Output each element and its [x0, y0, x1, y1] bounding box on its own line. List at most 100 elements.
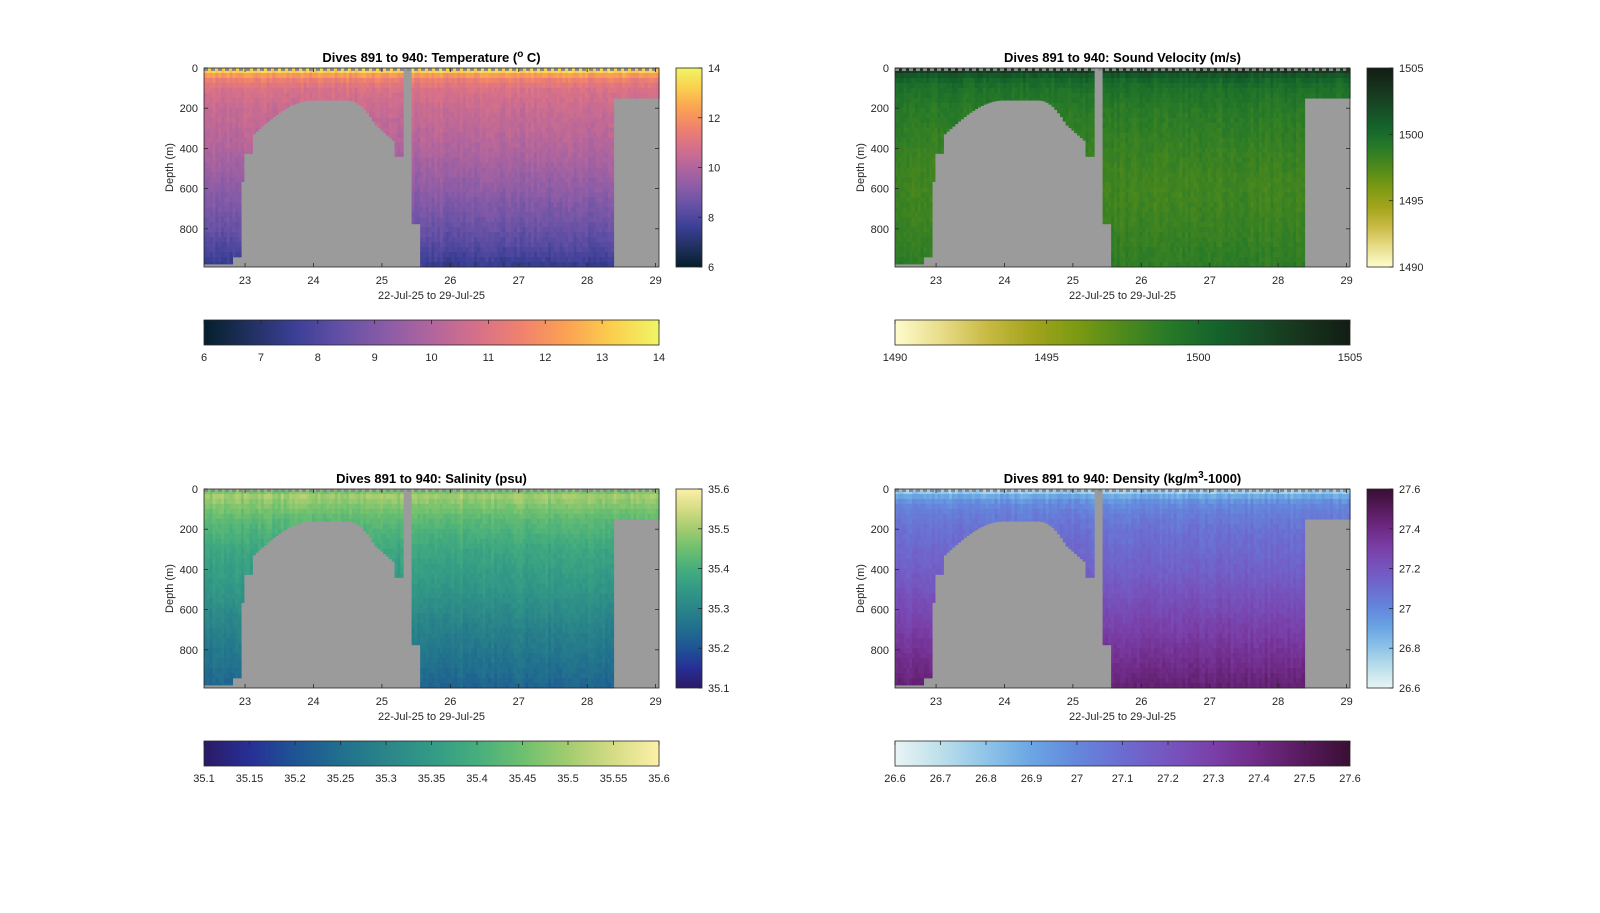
temperature-cell	[611, 187, 614, 192]
temperature-cell	[611, 163, 614, 168]
temperature-hcolorbar-tick-label: 6	[201, 352, 207, 364]
sound_velocity-cell	[932, 158, 935, 163]
sound_velocity-cell	[929, 217, 932, 222]
temperature-colorbar-tick-label: 14	[708, 63, 720, 75]
sound_velocity-cell	[932, 172, 935, 177]
temperature-cell	[400, 88, 403, 93]
sound_velocity-cell	[929, 212, 932, 217]
sound_velocity-cell	[929, 202, 932, 207]
sound_velocity-cell	[929, 207, 932, 212]
temperature-cell	[611, 262, 614, 267]
sound_velocity-cell	[929, 247, 932, 252]
temperature-cell	[241, 172, 244, 177]
temperature-cell	[250, 148, 253, 153]
temperature-cell	[264, 123, 267, 124]
temperature-cell	[238, 222, 241, 227]
temperature-xtick-label: 27	[513, 275, 525, 287]
temperature-cell	[611, 177, 614, 182]
temperature-cell	[611, 182, 614, 187]
temperature-ytick-label: 200	[180, 103, 198, 115]
sound_velocity-cell	[929, 237, 932, 242]
temperature-cell	[400, 93, 403, 98]
temperature-cell	[275, 113, 278, 115]
sound_velocity-cell	[929, 197, 932, 202]
temperature-cell	[611, 118, 614, 123]
temperature-cell	[250, 138, 253, 143]
temperature-xtick-label: 25	[376, 275, 388, 287]
sound_velocity-cell	[932, 168, 935, 173]
temperature-cell	[238, 217, 241, 222]
temperature-xtick-label: 29	[649, 275, 661, 287]
temperature-cell	[295, 103, 298, 104]
temperature-cell	[611, 247, 614, 252]
temperature-ytick-label: 800	[180, 224, 198, 236]
temperature-cell	[611, 158, 614, 163]
sound_velocity-cell	[975, 108, 978, 109]
temperature-cell	[611, 252, 614, 257]
temperature-cell	[241, 158, 244, 163]
temperature-cell	[400, 123, 403, 128]
sound_velocity-cell	[941, 143, 944, 148]
temperature-xtick-label: 23	[239, 275, 251, 287]
temperature-cell	[250, 153, 253, 154]
temperature-cell	[611, 143, 614, 148]
temperature-title-main: Dives 891 to 940: Temperature (	[322, 50, 518, 65]
temperature-ylabel: Depth (m)	[164, 143, 176, 192]
temperature-cell	[611, 257, 614, 262]
sound_velocity-cell	[929, 182, 932, 187]
sound_velocity-cell	[941, 138, 944, 143]
temperature-xtick-label: 26	[444, 275, 456, 287]
temperature-cell	[611, 123, 614, 128]
temperature-cell	[400, 118, 403, 123]
sound_velocity-cell	[929, 232, 932, 237]
temperature-colorbar-tick-label: 10	[708, 163, 720, 175]
temperature-cell	[230, 257, 233, 262]
temperature-cell	[611, 222, 614, 227]
temperature-hcolorbar-tick-label: 12	[539, 352, 551, 364]
temperature-cell	[611, 153, 614, 158]
temperature-cell	[611, 197, 614, 202]
temperature-cell	[611, 168, 614, 173]
temperature-cell	[238, 242, 241, 247]
temperature-xtick-label: 28	[581, 275, 593, 287]
sound_velocity-cell	[960, 118, 963, 120]
temperature-hcolorbar-tick-label: 7	[258, 352, 264, 364]
temperature-hcolorbar-tick-label: 11	[483, 352, 494, 364]
sound_velocity-cell	[932, 163, 935, 168]
temperature-title: Dives 891 to 940: Temperature (o C)	[322, 49, 540, 65]
temperature-cell	[238, 247, 241, 252]
temperature-cell	[238, 212, 241, 217]
temperature-cell	[250, 143, 253, 148]
temperature-cell	[611, 232, 614, 237]
temperature-cell	[400, 83, 403, 88]
temperature-cell	[611, 237, 614, 242]
temperature-cell	[611, 242, 614, 247]
temperature-cell	[238, 232, 241, 237]
temperature-cell	[400, 133, 403, 138]
temperature-cell	[400, 108, 403, 113]
temperature-cell	[238, 197, 241, 202]
temperature-cell	[611, 148, 614, 153]
temperature-cell	[611, 172, 614, 177]
temperature-cell	[400, 128, 403, 133]
temperature-cell	[284, 108, 287, 109]
temperature-cell	[400, 148, 403, 153]
temperature-hcolorbar-tick-label: 8	[315, 352, 321, 364]
sound_velocity-cell	[943, 133, 946, 135]
sound_velocity-cell	[932, 177, 935, 182]
temperature-cell	[400, 78, 403, 83]
sound_velocity-cell	[929, 252, 932, 257]
temperature-colorbar-tick-label: 12	[708, 113, 720, 125]
temperature-cell	[611, 113, 614, 118]
temperature-cell	[611, 128, 614, 133]
temperature-xlabel: 22-Jul-25 to 29-Jul-25	[378, 290, 485, 302]
temperature-cell	[400, 98, 403, 103]
temperature-cell	[400, 73, 403, 78]
temperature-hcolorbar-tick-label: 10	[425, 352, 437, 364]
sound_velocity-cell	[941, 153, 944, 154]
temperature-cell	[400, 143, 403, 148]
temperature-cell	[611, 98, 614, 103]
temperature-cell	[611, 138, 614, 143]
